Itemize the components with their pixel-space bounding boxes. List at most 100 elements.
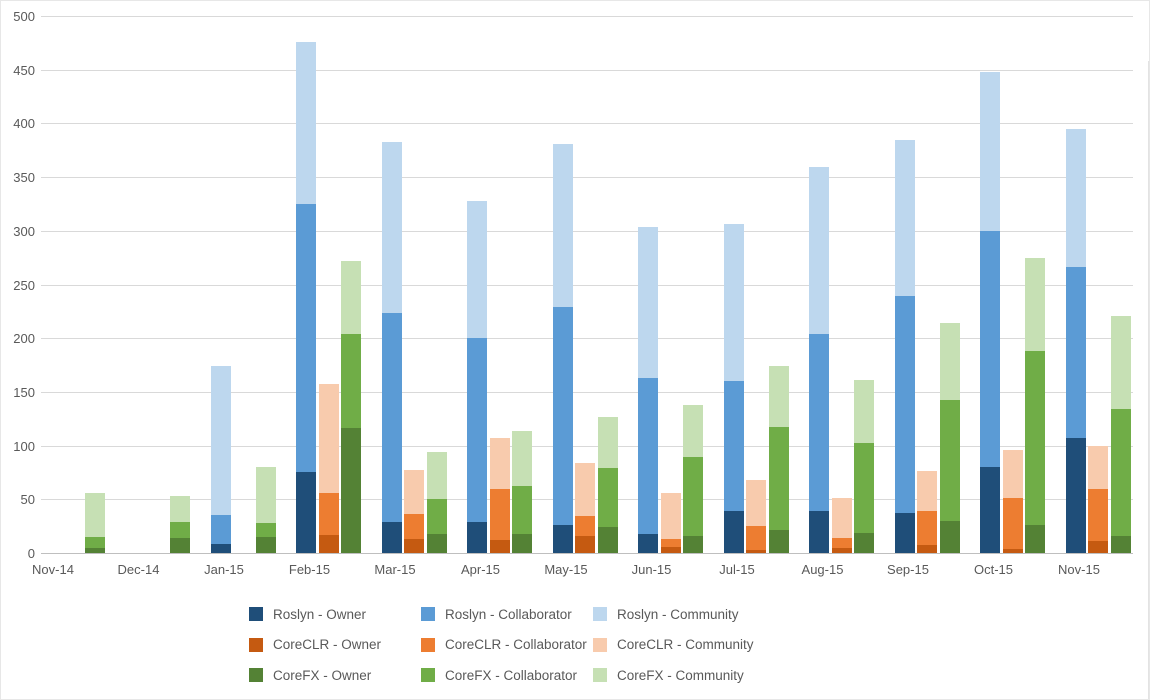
legend-swatch [421, 668, 435, 683]
bar-oct-15-corefx-owner [1025, 525, 1045, 553]
bar-aug-15-coreclr-collaborator [831, 537, 852, 548]
x-tick-label-nov-15: Nov-15 [1058, 562, 1100, 577]
legend-item-roslyn-community: Roslyn - Community [593, 606, 739, 622]
gridline-400 [41, 123, 1133, 125]
legend-swatch [249, 668, 263, 683]
bar-dec-14-corefx-owner [170, 537, 190, 553]
bar-feb-15-roslyn-owner [296, 472, 316, 553]
bar-oct-15-roslyn-collaborator [980, 230, 1000, 468]
legend-swatch [421, 637, 435, 652]
bar-feb-15-roslyn-collaborator [296, 203, 316, 473]
bar-dec-14-corefx-community [170, 496, 190, 522]
gridline-300 [41, 230, 1133, 232]
y-tick-label-200: 200 [13, 331, 35, 347]
bar-apr-15-roslyn-community [467, 200, 487, 339]
gridline-350 [41, 177, 1133, 179]
bar-may-15-corefx-community [597, 416, 618, 469]
bar-may-15-coreclr-owner [575, 535, 595, 553]
legend-item-coreclr-owner: CoreCLR - Owner [249, 637, 381, 653]
bar-jan-15-roslyn-community [210, 366, 231, 516]
bar-sep-15-roslyn-owner [894, 513, 915, 553]
bar-feb-15-coreclr-owner [318, 534, 339, 553]
bar-mar-15-coreclr-owner [404, 539, 424, 553]
legend-label: Roslyn - Community [617, 606, 739, 622]
bar-apr-15-coreclr-community [489, 438, 510, 489]
gridline-150 [41, 391, 1133, 393]
bar-jan-15-corefx-collaborator [255, 522, 276, 537]
x-tick-label-apr-15: Apr-15 [460, 562, 501, 577]
bar-mar-15-corefx-community [426, 452, 447, 500]
bar-nov-14-corefx-community [84, 492, 105, 537]
bar-oct-15-corefx-community [1025, 257, 1045, 352]
bar-sep-15-corefx-owner [939, 520, 960, 553]
gridline-450 [41, 69, 1133, 71]
bar-nov-15-coreclr-collaborator [1088, 488, 1108, 542]
bar-jan-15-corefx-owner [255, 536, 276, 553]
bar-mar-15-roslyn-owner [381, 521, 402, 553]
bar-may-15-corefx-collaborator [597, 468, 618, 528]
bar-nov-15-roslyn-owner [1065, 438, 1086, 553]
bar-apr-15-corefx-owner [512, 533, 532, 553]
y-tick-label-100: 100 [13, 438, 35, 454]
legend-swatch [421, 607, 435, 621]
y-tick-label-450: 450 [13, 62, 35, 78]
bar-jun-15-coreclr-collaborator [660, 539, 681, 547]
legend-swatch [593, 668, 607, 683]
bar-nov-14-corefx-owner [84, 547, 105, 553]
bar-jan-15-roslyn-owner [210, 544, 231, 553]
bar-nov-15-corefx-community [1110, 315, 1131, 410]
x-tick-label-dec-14: Dec-14 [117, 562, 160, 577]
bar-feb-15-corefx-collaborator [341, 333, 361, 429]
bar-aug-15-coreclr-community [831, 498, 852, 538]
bar-feb-15-corefx-owner [341, 428, 361, 553]
gridline-250 [41, 284, 1133, 286]
bar-feb-15-corefx-community [341, 260, 361, 334]
x-tick-label-feb-15: Feb-15 [288, 562, 331, 577]
legend-item-coreclr-collaborator: CoreCLR - Collaborator [421, 637, 587, 653]
bar-sep-15-corefx-community [939, 323, 960, 401]
bar-aug-15-roslyn-owner [809, 511, 829, 553]
bar-aug-15-corefx-owner [854, 532, 874, 553]
bar-feb-15-roslyn-community [296, 41, 316, 204]
legend-swatch [593, 607, 607, 621]
y-tick-label-0: 0 [27, 546, 35, 561]
bar-jun-15-corefx-community [683, 404, 703, 458]
bar-oct-15-roslyn-owner [980, 467, 1000, 553]
gridline-100 [41, 445, 1133, 447]
legend-label: Roslyn - Collaborator [445, 606, 572, 622]
x-tick-label-mar-15: Mar-15 [374, 562, 416, 577]
bar-sep-15-roslyn-collaborator [894, 296, 915, 514]
legend-item-corefx-community: CoreFX - Community [593, 667, 744, 683]
bar-mar-15-corefx-collaborator [426, 499, 447, 534]
legend-label: CoreFX - Collaborator [445, 667, 578, 683]
x-tick-label-nov-14: Nov-14 [32, 562, 74, 577]
x-tick-label-may-15: May-15 [544, 562, 588, 577]
bar-apr-15-corefx-collaborator [512, 486, 532, 534]
bar-apr-15-coreclr-owner [489, 540, 510, 553]
bar-oct-15-coreclr-community [1002, 449, 1023, 499]
legend-item-coreclr-community: CoreCLR - Community [593, 637, 754, 653]
legend-item-corefx-collaborator: CoreFX - Collaborator [421, 667, 577, 683]
bar-mar-15-roslyn-community [381, 141, 402, 314]
bar-jul-15-coreclr-community [746, 479, 766, 527]
legend-item-roslyn-owner: Roslyn - Owner [249, 606, 366, 622]
legend-label: Roslyn - Owner [273, 606, 367, 622]
legend-swatch [249, 607, 263, 621]
bar-jul-15-coreclr-collaborator [746, 526, 766, 550]
legend-item-corefx-owner: CoreFX - Owner [249, 667, 371, 683]
bar-jun-15-roslyn-collaborator [638, 377, 658, 534]
bar-nov-15-corefx-collaborator [1110, 409, 1131, 536]
bar-oct-15-roslyn-community [980, 71, 1000, 231]
bar-feb-15-coreclr-collaborator [318, 492, 339, 535]
bar-may-15-coreclr-collaborator [575, 516, 595, 536]
bar-aug-15-roslyn-collaborator [809, 333, 829, 512]
x-tick-label-jul-15: Jul-15 [719, 562, 755, 577]
bar-oct-15-coreclr-owner [1002, 548, 1023, 553]
bar-jul-15-corefx-community [768, 366, 789, 428]
gridline-500 [41, 16, 1133, 17]
bar-mar-15-coreclr-community [404, 470, 424, 515]
bar-jun-15-corefx-owner [683, 535, 703, 553]
y-tick-label-250: 250 [13, 277, 35, 293]
bar-jul-15-coreclr-owner [746, 549, 766, 553]
